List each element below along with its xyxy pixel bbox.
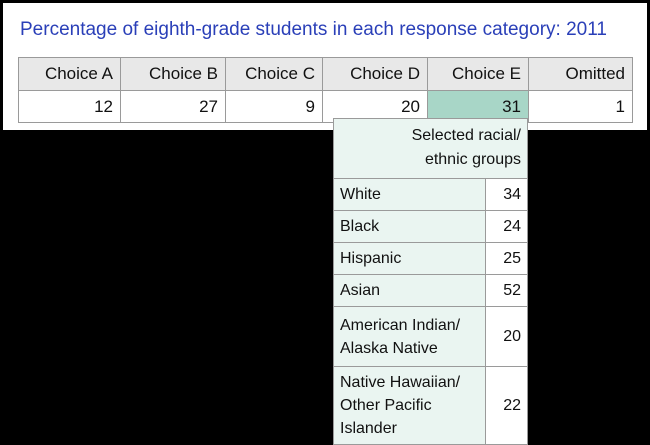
response-table: Choice A Choice B Choice C Choice D Choice E…	[18, 57, 633, 123]
cell-choice-b: 27	[120, 90, 226, 123]
subgroup-label: Asian	[333, 274, 486, 307]
subgroup-row-american-indian-alaska-native: American Indian/Alaska Native 20	[333, 306, 528, 367]
value-row: 12 27 9 20 31 1	[18, 90, 633, 123]
column-header-choice-e: Choice E	[427, 57, 529, 91]
subgroup-value: 20	[485, 306, 528, 367]
subgroup-table: Selected racial/ethnic groups White 34 Bla…	[333, 118, 528, 445]
subgroup-row-asian: Asian 52	[333, 274, 528, 307]
subgroup-value: 22	[485, 366, 528, 445]
subgroup-label: White	[333, 178, 486, 211]
column-header-omitted: Omitted	[528, 57, 633, 91]
subgroup-panel: Selected racial/ethnic groups White 34 Bla…	[333, 118, 528, 445]
subgroup-label: Hispanic	[333, 242, 486, 275]
header-row: Choice A Choice B Choice C Choice D Choice E…	[18, 57, 633, 91]
subgroup-row-hispanic: Hispanic 25	[333, 242, 528, 275]
subgroup-header: Selected racial/ethnic groups	[333, 118, 528, 179]
column-header-choice-b: Choice B	[120, 57, 226, 91]
column-header-choice-d: Choice D	[322, 57, 428, 91]
subgroup-row-white: White 34	[333, 178, 528, 211]
chart-title: Percentage of eighth-grade students in e…	[20, 19, 607, 40]
subgroup-label: American Indian/Alaska Native	[333, 306, 486, 367]
subgroup-value: 25	[485, 242, 528, 275]
column-header-choice-a: Choice A	[18, 57, 121, 91]
cell-choice-a: 12	[18, 90, 121, 123]
cell-choice-c: 9	[225, 90, 323, 123]
column-header-choice-c: Choice C	[225, 57, 323, 91]
subgroup-row-black: Black 24	[333, 210, 528, 243]
cell-omitted: 1	[528, 90, 633, 123]
subgroup-value: 52	[485, 274, 528, 307]
cell-choice-d: 20	[322, 90, 428, 123]
subgroup-value: 24	[485, 210, 528, 243]
cell-choice-e: 31	[427, 90, 529, 123]
subgroup-label: Native Hawaiian/Other Pacific Islander	[333, 366, 486, 445]
subgroup-label: Black	[333, 210, 486, 243]
figure-card: Percentage of eighth-grade students in e…	[0, 0, 650, 133]
subgroup-row-native-hawaiian-other-pacific-islander: Native Hawaiian/Other Pacific Islander 22	[333, 366, 528, 445]
subgroup-value: 34	[485, 178, 528, 211]
